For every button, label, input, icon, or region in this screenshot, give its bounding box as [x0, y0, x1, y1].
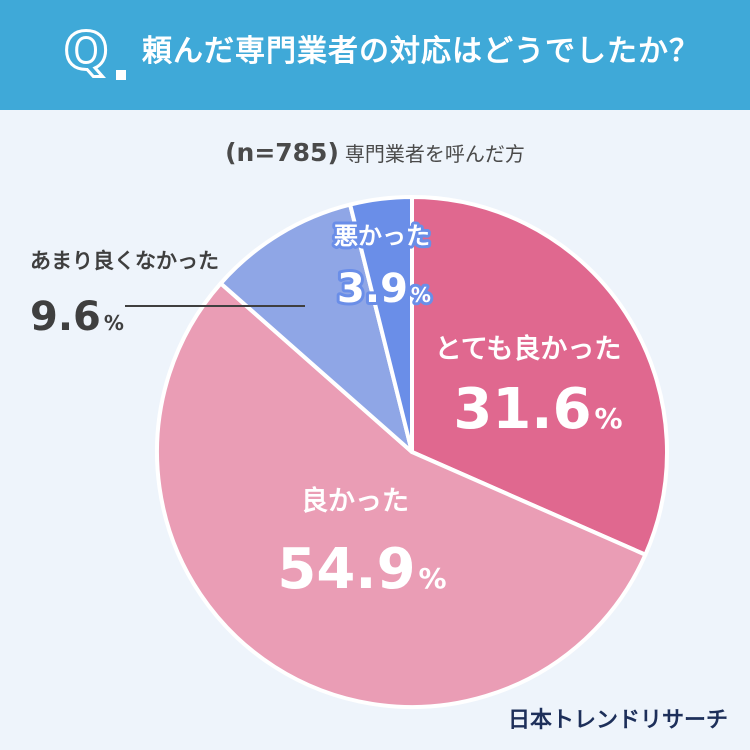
slice-1-wedge	[410, 195, 669, 557]
slice-2-label: 良かった	[301, 485, 409, 517]
question-text: 頼んだ専門業者の対応はどうでしたか？	[142, 34, 700, 69]
slice-1-label: とても良かった	[435, 333, 622, 365]
pie-labels: とても良かった 31.6 % 良かった 54.9 % あまり良くなかった 9.6 % 悪かった 3.…	[30, 219, 623, 602]
q-dot-icon	[116, 70, 126, 80]
sample-description: 専門業者を呼んだ方	[344, 142, 525, 166]
q-mark-icon: Q	[63, 22, 110, 82]
sample-size: (n=785)	[225, 138, 339, 167]
slice-2-wedge	[154, 281, 648, 709]
pie-slices	[154, 195, 669, 709]
slice-4-label: 悪かった	[334, 222, 430, 250]
question-header: Q 頼んだ専門業者の対応はどうでしたか？	[0, 0, 750, 110]
slice-3-label: あまり良くなかった	[30, 249, 219, 273]
brand-logo: 日本トレンドリサーチ	[507, 708, 728, 733]
slice-3-value: 9.6%	[30, 294, 124, 340]
sample-info: (n=785) 専門業者を呼んだ方	[0, 138, 750, 167]
slice-2-value: 54.9%	[277, 537, 446, 602]
slice-4-value: 3.9%	[337, 266, 431, 312]
slice-1-value: 31.6%	[453, 377, 622, 442]
slice-4-wedge	[348, 195, 414, 454]
